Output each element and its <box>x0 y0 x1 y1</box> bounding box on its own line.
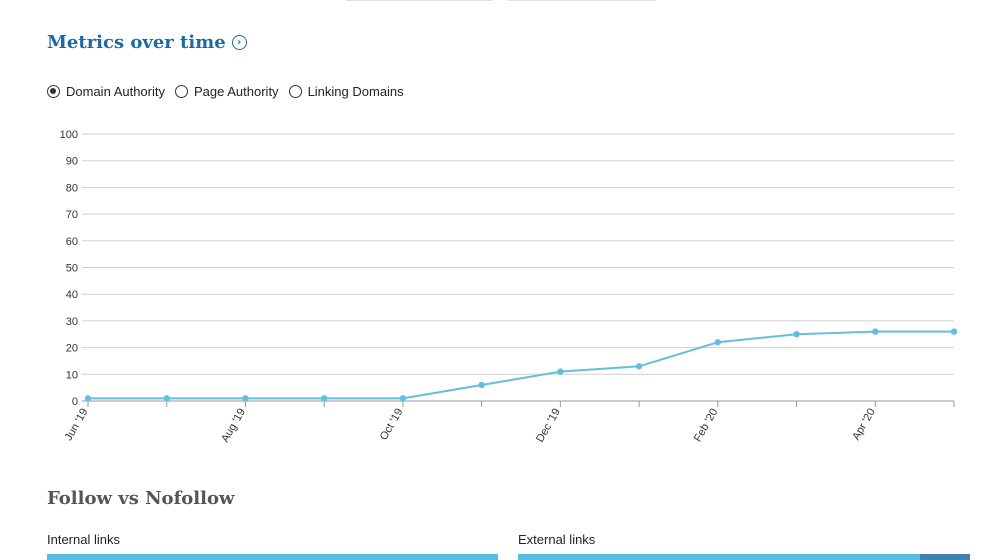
top-tab-right[interactable] <box>508 0 656 1</box>
data-point <box>950 328 958 335</box>
radio-button-icon[interactable] <box>288 85 302 98</box>
radio-label: Linking Domains <box>307 84 404 99</box>
internal-links-label: Internal links <box>47 532 120 547</box>
data-point <box>714 339 722 346</box>
radio-domain-authority[interactable]: Domain Authority <box>47 84 165 99</box>
data-point <box>557 368 564 375</box>
radio-linking-domains[interactable]: Linking Domains <box>288 84 404 99</box>
x-tick-label: Aug '19 <box>219 407 248 445</box>
data-point <box>478 381 485 389</box>
follow-segment <box>47 554 498 560</box>
data-point <box>793 331 800 338</box>
radio-button-icon[interactable] <box>47 85 60 98</box>
metrics-title-text: Metrics over time <box>47 32 226 53</box>
data-point <box>163 395 170 402</box>
top-tab-left[interactable] <box>346 0 493 1</box>
data-point <box>872 328 879 335</box>
data-point <box>242 395 249 402</box>
y-tick-label: 100 <box>60 129 78 141</box>
external-links-bar <box>518 554 970 560</box>
x-tick-label: Apr '20 <box>850 407 878 443</box>
radio-label: Page Authority <box>194 84 279 99</box>
chevron-right-circle-icon[interactable]: › <box>231 35 247 50</box>
radio-button-icon[interactable] <box>175 85 188 98</box>
radio-page-authority[interactable]: Page Authority <box>175 84 279 99</box>
y-tick-label: 60 <box>66 236 78 248</box>
x-tick-label: Jun '19 <box>63 407 91 443</box>
follow-section-title: Follow vs Nofollow <box>47 488 235 509</box>
metrics-section-title: Metrics over time › <box>47 32 247 53</box>
y-tick-label: 20 <box>66 343 78 355</box>
y-tick-label: 10 <box>66 369 78 381</box>
data-point <box>320 395 328 402</box>
y-tick-label: 80 <box>66 182 78 194</box>
follow-segment <box>518 554 921 560</box>
metrics-line-chart: 0 10 20 30 40 50 60 70 80 90 100 Jun '19 Aug '19 Oct … <box>60 129 958 445</box>
y-tick-label: 40 <box>66 289 78 301</box>
nofollow-segment <box>920 554 970 560</box>
data-point <box>399 395 407 402</box>
external-links-label: External links <box>518 532 596 547</box>
radio-label: Domain Authority <box>66 84 165 99</box>
data-point <box>635 363 643 370</box>
y-tick-label: 90 <box>66 156 78 168</box>
y-tick-label: 0 <box>72 396 78 408</box>
y-tick-label: 70 <box>66 209 78 221</box>
metric-radio-group: Domain Authority Page Authority Linking … <box>47 84 404 99</box>
series-line <box>88 330 954 400</box>
internal-links-bar <box>47 554 498 560</box>
x-tick-label: Feb '20 <box>692 407 721 444</box>
x-tick-label: Dec '19 <box>534 407 563 445</box>
data-point <box>84 395 92 402</box>
x-tick-label: Oct '19 <box>378 407 406 443</box>
y-tick-label: 30 <box>66 316 78 328</box>
y-tick-label: 50 <box>66 263 78 275</box>
